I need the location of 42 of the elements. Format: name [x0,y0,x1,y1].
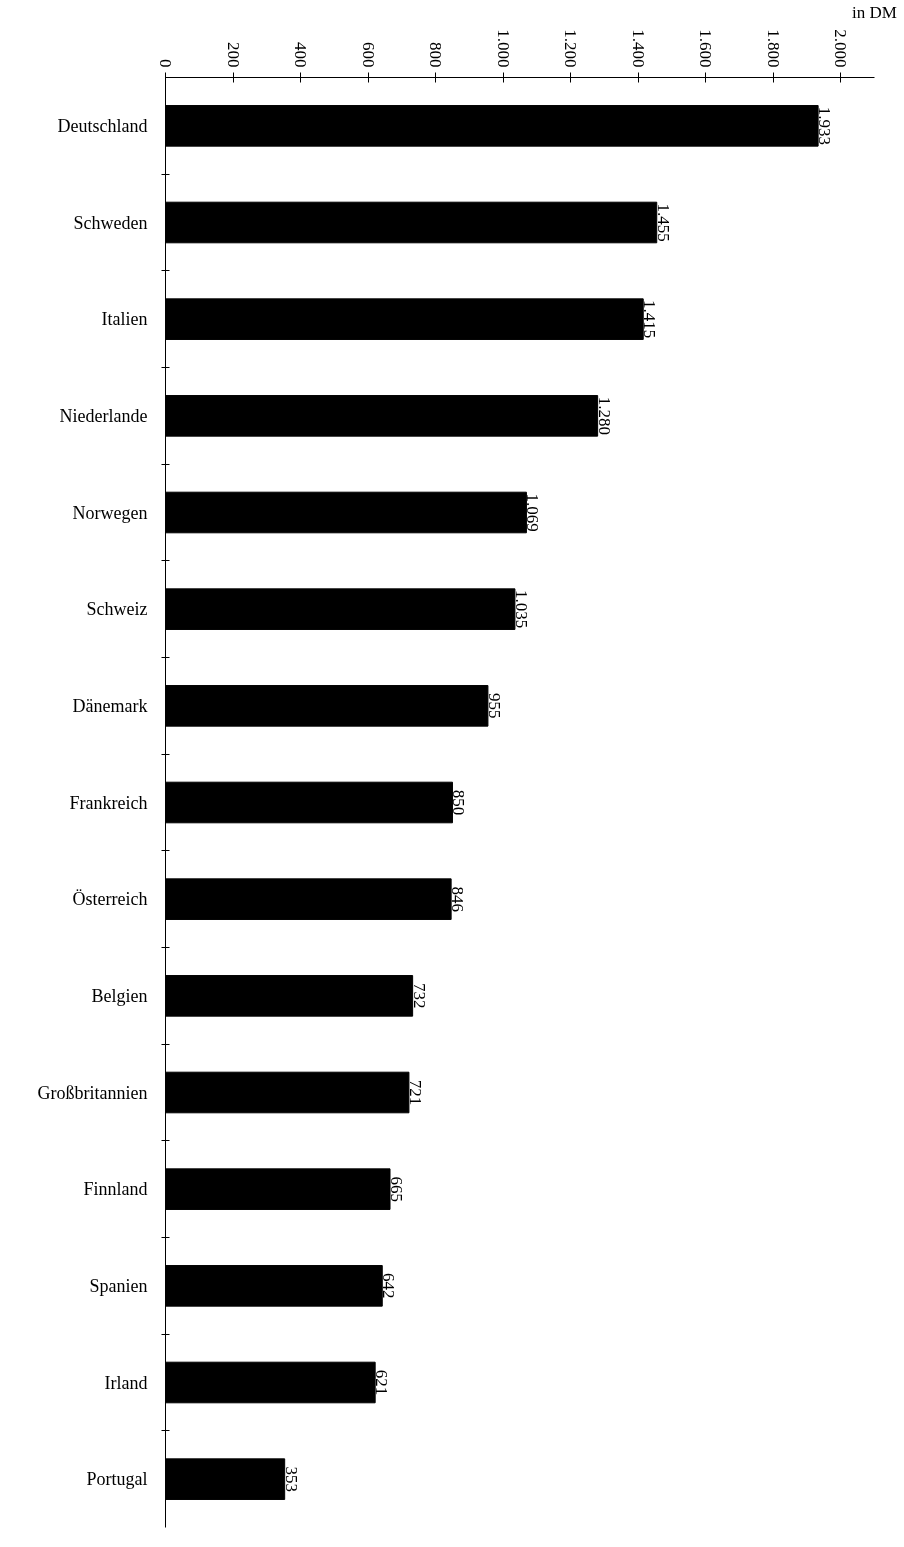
data-label: 621 [372,1369,392,1396]
y-tick-label: Italien [101,309,148,330]
data-label: 1.069 [523,493,543,532]
y-tick-label: Schweden [73,212,148,233]
data-label: 1.933 [815,106,835,145]
y-tick-label: Schweiz [86,599,148,620]
y-tick-label: Österreich [72,889,148,910]
y-tick-label: Deutschland [57,115,148,136]
x-tick-label: 200 [223,42,243,68]
data-label: 1.415 [640,300,660,339]
data-label: 1.035 [511,590,531,629]
data-label: 353 [281,1466,301,1492]
data-label: 1.455 [653,203,673,242]
y-tick-label: Dänemark [72,695,148,716]
data-label: 721 [405,1079,425,1106]
data-label: 732 [409,983,429,1009]
data-label: 1.280 [594,396,614,435]
x-tick-label: 600 [358,42,378,68]
x-tick-label: 1.600 [696,29,716,68]
data-label: 642 [379,1273,399,1299]
x-tick-label: 2.000 [831,29,851,68]
data-label: 850 [449,789,469,816]
x-axis-title: in DM [852,3,897,23]
x-tick-label: 400 [291,42,311,68]
y-tick-label: Niederlande [59,405,148,426]
x-tick-label: 1.800 [763,29,783,68]
y-tick-label: Großbritannien [37,1082,148,1103]
x-tick-label: 1.400 [628,29,648,68]
data-label: 955 [484,693,504,719]
x-tick-label: 800 [426,42,446,68]
y-tick-label: Spanien [89,1275,148,1296]
x-tick-label: 0 [156,59,175,68]
y-tick-label: Belgien [91,985,148,1006]
y-tick-label: Portugal [86,1469,148,1490]
y-tick-label: Finnland [83,1179,148,1200]
x-tick-label: 1.000 [493,29,513,68]
y-tick-label: Irland [104,1372,148,1393]
y-tick-label: Frankreich [69,792,148,813]
x-tick-label: 1.200 [561,29,581,68]
data-label: 846 [448,886,468,912]
y-tick-label: Norwegen [72,502,148,523]
data-label: 665 [387,1176,407,1202]
